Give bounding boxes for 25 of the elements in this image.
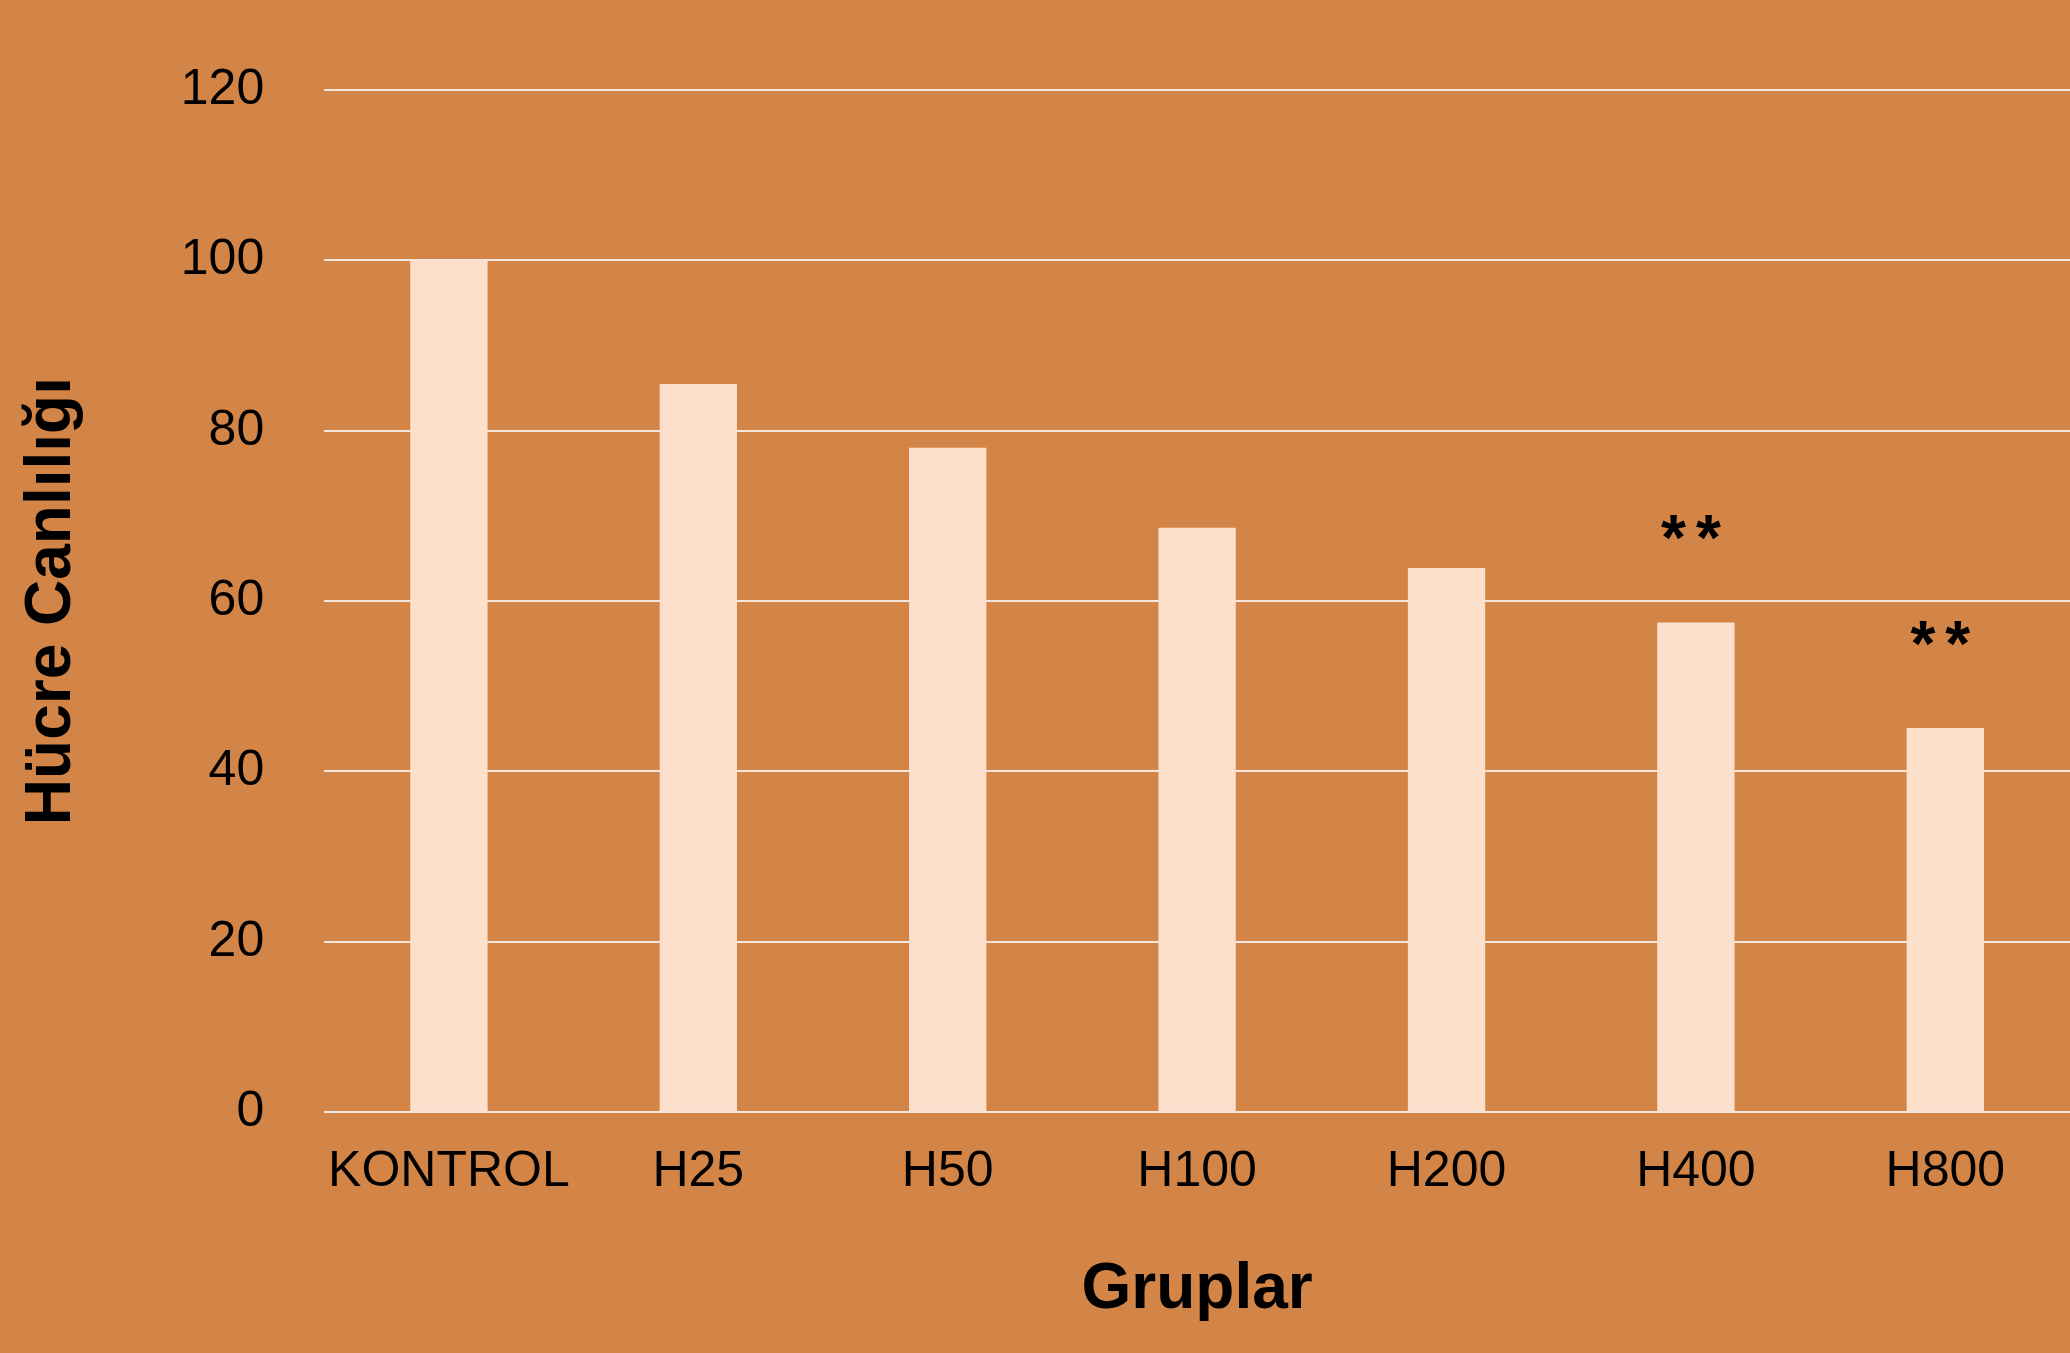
x-tick-label: H25 — [652, 1140, 745, 1197]
y-tick-label: 60 — [208, 569, 265, 626]
y-tick-label: 40 — [208, 740, 265, 797]
bar — [410, 260, 488, 1112]
bar — [1407, 567, 1486, 1112]
y-tick-label: 100 — [180, 229, 265, 286]
annotation: ** — [1910, 607, 1981, 680]
y-tick-label: 20 — [208, 910, 265, 967]
bar — [1906, 728, 1984, 1112]
x-tick-label: H100 — [1137, 1140, 1257, 1197]
bar — [909, 447, 987, 1112]
x-tick-label: H50 — [901, 1140, 994, 1197]
bar — [1657, 622, 1735, 1112]
x-tick-label: H400 — [1636, 1140, 1756, 1197]
x-axis-title: Gruplar — [1081, 1250, 1313, 1323]
bar — [1158, 527, 1236, 1112]
y-axis-title: Hücre Canlılığı — [12, 377, 85, 826]
y-tick-label: 0 — [236, 1080, 265, 1137]
y-tick-label: 120 — [180, 58, 265, 115]
x-tick-label: H200 — [1386, 1140, 1507, 1197]
x-tick-label: H800 — [1885, 1140, 2006, 1197]
annotation: ** — [1661, 502, 1731, 575]
x-tick-label: KONTROL — [328, 1140, 570, 1197]
y-tick-label: 80 — [208, 399, 265, 456]
bar — [659, 383, 737, 1112]
